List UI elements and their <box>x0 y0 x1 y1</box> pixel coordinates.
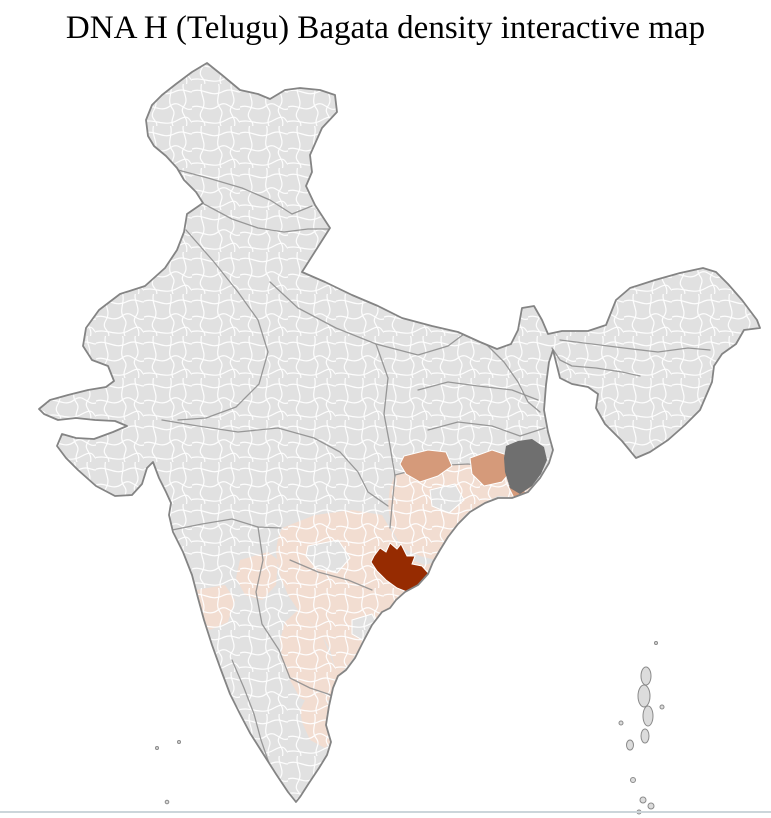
island <box>155 746 159 750</box>
island <box>630 777 636 783</box>
district-low-density-kerala[interactable] <box>222 706 233 722</box>
island <box>659 704 665 710</box>
bottom-divider <box>0 811 771 813</box>
island <box>618 720 624 726</box>
page-title: DNA H (Telugu) Bagata density interactiv… <box>65 10 706 46</box>
lakshadweep-islands <box>155 740 181 805</box>
island <box>637 684 651 708</box>
district-boundaries-mesh <box>39 63 760 802</box>
island <box>642 705 654 727</box>
island <box>654 641 658 645</box>
island <box>177 740 181 744</box>
state-borders <box>150 161 711 767</box>
andaman-nicobar-islands <box>618 641 665 815</box>
island <box>639 796 647 804</box>
island <box>640 728 650 744</box>
island <box>164 799 170 805</box>
island <box>647 802 655 810</box>
island <box>626 739 634 751</box>
district-medium-density[interactable] <box>399 449 453 483</box>
sundarbans-delta <box>504 439 547 494</box>
district-high-density[interactable] <box>370 542 431 593</box>
island <box>640 666 652 686</box>
